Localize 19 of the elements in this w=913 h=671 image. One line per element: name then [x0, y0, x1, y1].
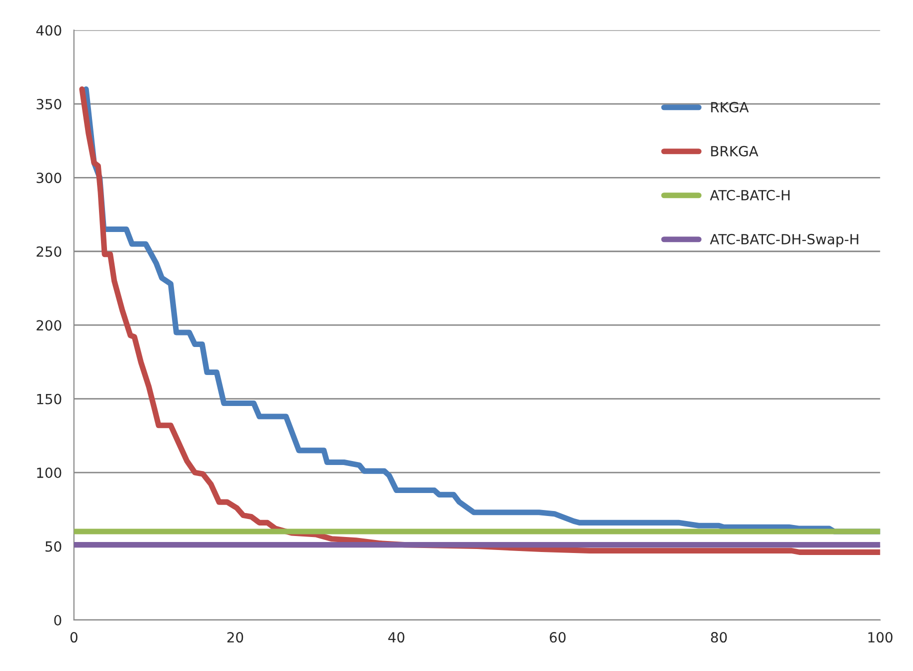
legend-label: ATC-BATC-DH-Swap-H — [710, 234, 858, 248]
y-tick-label: 200 — [36, 320, 62, 331]
y-tick-label: 350 — [36, 98, 62, 110]
x-tick-label: 60 — [550, 632, 566, 643]
y-tick-label: 50 — [46, 541, 62, 552]
x-tick-label: 0 — [70, 632, 78, 643]
x-tick-label: 40 — [388, 632, 404, 643]
y-tick-label: 150 — [37, 394, 62, 404]
x-tick-label: 80 — [711, 632, 727, 643]
y-tick-label: 300 — [36, 172, 62, 184]
legend-label: BRKGA — [711, 146, 758, 156]
legend-label: ATC-BATC-H — [710, 190, 790, 200]
x-tick-label: 20 — [227, 632, 244, 643]
y-tick-label: 100 — [37, 468, 62, 478]
y-tick-label: 400 — [36, 25, 62, 36]
y-tick-label: 250 — [36, 246, 62, 257]
legend-label: RKGA — [711, 102, 749, 112]
x-tick-label: 100 — [868, 632, 892, 643]
y-tick-label: 0 — [54, 614, 62, 626]
